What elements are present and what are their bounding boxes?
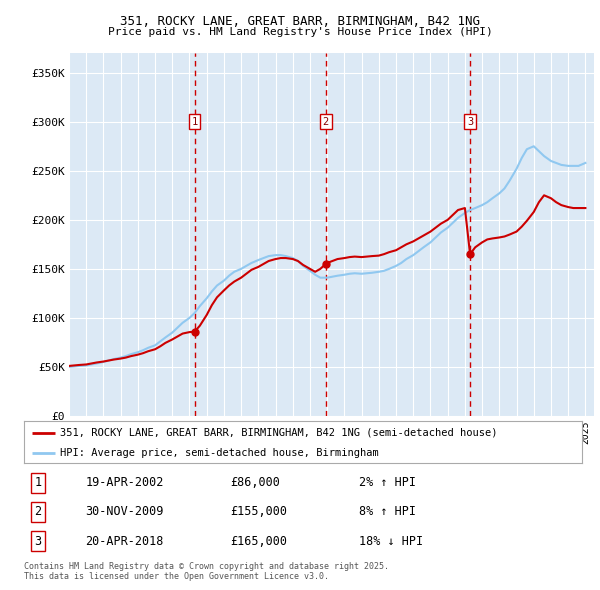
Text: 2% ↑ HPI: 2% ↑ HPI (359, 476, 416, 489)
Text: 19-APR-2002: 19-APR-2002 (85, 476, 164, 489)
Text: 3: 3 (34, 535, 41, 548)
Text: 2: 2 (323, 117, 329, 127)
Text: 1: 1 (191, 117, 198, 127)
Text: 18% ↓ HPI: 18% ↓ HPI (359, 535, 423, 548)
Text: HPI: Average price, semi-detached house, Birmingham: HPI: Average price, semi-detached house,… (60, 448, 379, 457)
Text: Contains HM Land Registry data © Crown copyright and database right 2025.
This d: Contains HM Land Registry data © Crown c… (24, 562, 389, 581)
Text: £86,000: £86,000 (230, 476, 280, 489)
Text: 351, ROCKY LANE, GREAT BARR, BIRMINGHAM, B42 1NG: 351, ROCKY LANE, GREAT BARR, BIRMINGHAM,… (120, 15, 480, 28)
Text: 2: 2 (34, 505, 41, 519)
Text: 1: 1 (34, 476, 41, 489)
Text: Price paid vs. HM Land Registry's House Price Index (HPI): Price paid vs. HM Land Registry's House … (107, 27, 493, 37)
Text: 351, ROCKY LANE, GREAT BARR, BIRMINGHAM, B42 1NG (semi-detached house): 351, ROCKY LANE, GREAT BARR, BIRMINGHAM,… (60, 428, 498, 438)
Text: 8% ↑ HPI: 8% ↑ HPI (359, 505, 416, 519)
Text: £155,000: £155,000 (230, 505, 287, 519)
Text: 30-NOV-2009: 30-NOV-2009 (85, 505, 164, 519)
Text: 3: 3 (467, 117, 473, 127)
Text: 20-APR-2018: 20-APR-2018 (85, 535, 164, 548)
Text: £165,000: £165,000 (230, 535, 287, 548)
